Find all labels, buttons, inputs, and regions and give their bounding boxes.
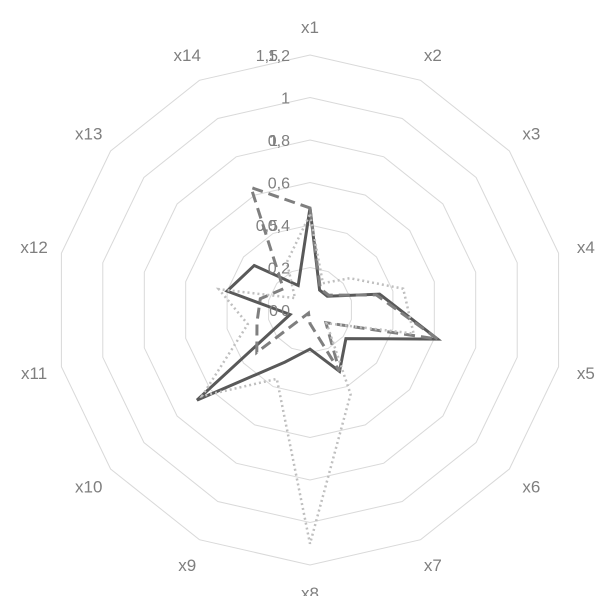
grid-ring: [143, 139, 477, 481]
tick-label: 1,5: [256, 48, 278, 65]
category-label-x12: x12: [20, 238, 47, 257]
category-label-x13: x13: [75, 125, 102, 144]
category-label-x10: x10: [75, 477, 102, 496]
category-label-x14: x14: [173, 46, 200, 65]
tick-label: 0,8: [268, 133, 290, 150]
grid-ring: [60, 54, 560, 566]
category-label-x7: x7: [424, 556, 442, 575]
tick-layer: 00,20,40,60,811,200,511,5: [256, 48, 290, 320]
category-label-x11: x11: [21, 364, 47, 383]
grid-layer: [60, 54, 560, 566]
category-label-x8: x8: [301, 584, 319, 596]
category-label-x5: x5: [577, 364, 595, 383]
grid-ring: [226, 224, 394, 396]
series-line-3: [199, 210, 416, 545]
category-label-layer: x1 x2 x3 x4 x5 x6 x7 x8 x9 x10 x11 x12 x13 x14: [20, 18, 594, 596]
tick-label: 1,2: [268, 48, 290, 65]
series-line-1: [195, 207, 443, 402]
grid-ring: [268, 266, 352, 354]
grid-ring: [102, 96, 518, 524]
category-label-x3: x3: [522, 125, 540, 144]
series-layer: [195, 185, 443, 545]
tick-label: 0,2: [268, 261, 290, 278]
tick-label: 0,4: [268, 218, 290, 235]
category-label-x2: x2: [424, 46, 442, 65]
series-line-2: [248, 185, 439, 373]
tick-label: 0,5: [256, 218, 278, 235]
category-label-x9: x9: [178, 556, 196, 575]
tick-label: 0: [269, 303, 278, 320]
grid-ring: [185, 181, 435, 439]
category-label-x6: x6: [522, 477, 540, 496]
category-label-x1: x1: [301, 18, 319, 37]
tick-label: 0,6: [268, 176, 290, 193]
tick-label: 1: [269, 133, 278, 150]
tick-label: 1: [281, 91, 290, 108]
category-label-x4: x4: [577, 238, 595, 257]
tick-label: 0: [281, 303, 290, 320]
